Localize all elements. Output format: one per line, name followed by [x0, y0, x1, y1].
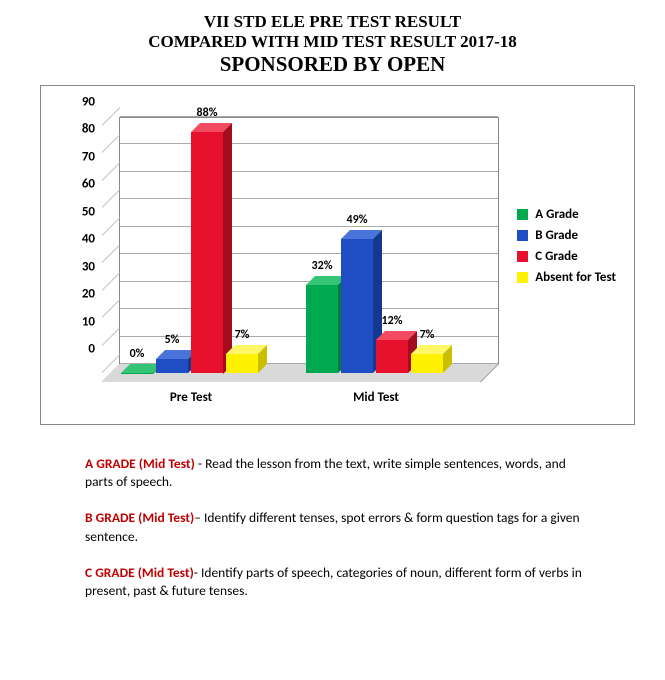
bar-group: 0%5%88%7%Pre Test	[121, 117, 271, 382]
y-tick-label: 70	[82, 149, 95, 164]
y-tick-label: 10	[82, 314, 95, 329]
legend-swatch	[517, 251, 528, 262]
bar-front	[306, 285, 338, 373]
bar-front	[411, 354, 443, 373]
category-label: Pre Test	[121, 390, 261, 405]
bar-side	[223, 123, 232, 374]
bar: 88%	[191, 132, 223, 374]
y-tick-label: 50	[82, 204, 95, 219]
legend-swatch	[517, 272, 528, 283]
bar: 5%	[156, 359, 188, 373]
category-label: Mid Test	[306, 390, 446, 405]
bar-data-label: 0%	[130, 347, 145, 361]
bar: 49%	[341, 239, 373, 373]
y-tick-label: 90	[82, 95, 95, 110]
y-tick-label: 20	[82, 287, 95, 302]
legend-item: Absent for Test	[517, 270, 616, 285]
grade-description: C GRADE (Mid Test)- Identify parts of sp…	[85, 564, 590, 600]
bar-front	[191, 132, 223, 374]
bar-data-label: 12%	[382, 314, 403, 328]
bar: 0%	[121, 373, 153, 374]
bar-data-label: 5%	[165, 333, 180, 347]
grade-head: A GRADE (Mid Test)	[85, 455, 195, 472]
bar-data-label: 7%	[235, 328, 250, 342]
legend-label: A Grade	[535, 207, 578, 222]
legend-swatch	[517, 230, 528, 241]
bar: 32%	[306, 285, 338, 373]
chart-container: 0%5%88%7%Pre Test32%49%12%7%Mid Test 010…	[40, 85, 635, 425]
bar-data-label: 32%	[312, 259, 333, 273]
bar-front	[156, 359, 188, 373]
grade-descriptions: A GRADE (Mid Test) - Read the lesson fro…	[85, 455, 590, 600]
grade-description: B GRADE (Mid Test)– Identify different t…	[85, 509, 590, 545]
bar-front	[226, 354, 258, 373]
bars-layer: 0%5%88%7%Pre Test32%49%12%7%Mid Test	[101, 117, 481, 382]
y-tick-label: 30	[82, 259, 95, 274]
bar: 7%	[411, 354, 443, 373]
title-line-3: SPONSORED BY OPEN	[0, 52, 665, 77]
legend-item: A Grade	[517, 207, 616, 222]
bar: 12%	[376, 340, 408, 373]
legend-item: C Grade	[517, 249, 616, 264]
plot-area: 0%5%88%7%Pre Test32%49%12%7%Mid Test 010…	[101, 117, 481, 382]
bar: 7%	[226, 354, 258, 373]
grade-head: B GRADE (Mid Test)	[85, 509, 194, 526]
y-tick-label: 60	[82, 177, 95, 192]
y-tick-label: 80	[82, 122, 95, 137]
legend-label: C Grade	[535, 249, 577, 264]
grade-description: A GRADE (Mid Test) - Read the lesson fro…	[85, 455, 590, 491]
legend-label: B Grade	[535, 228, 578, 243]
legend: A Grade B Grade C Grade Absent for Test	[517, 201, 616, 291]
title-line-2: COMPARED WITH MID TEST RESULT 2017-18	[0, 32, 665, 52]
bar-data-label: 7%	[420, 328, 435, 342]
chart-title-block: VII STD ELE PRE TEST RESULT COMPARED WIT…	[0, 0, 665, 85]
grade-head: C GRADE (Mid Test)	[85, 564, 194, 581]
bar-data-label: 88%	[197, 106, 218, 120]
bar-front	[376, 340, 408, 373]
legend-label: Absent for Test	[535, 270, 616, 285]
bar-group: 32%49%12%7%Mid Test	[306, 117, 456, 382]
bar-data-label: 49%	[347, 213, 368, 227]
y-tick-label: 0	[88, 342, 95, 357]
title-line-1: VII STD ELE PRE TEST RESULT	[0, 12, 665, 32]
legend-item: B Grade	[517, 228, 616, 243]
legend-swatch	[517, 209, 528, 220]
bar-front	[341, 239, 373, 373]
y-tick-label: 40	[82, 232, 95, 247]
